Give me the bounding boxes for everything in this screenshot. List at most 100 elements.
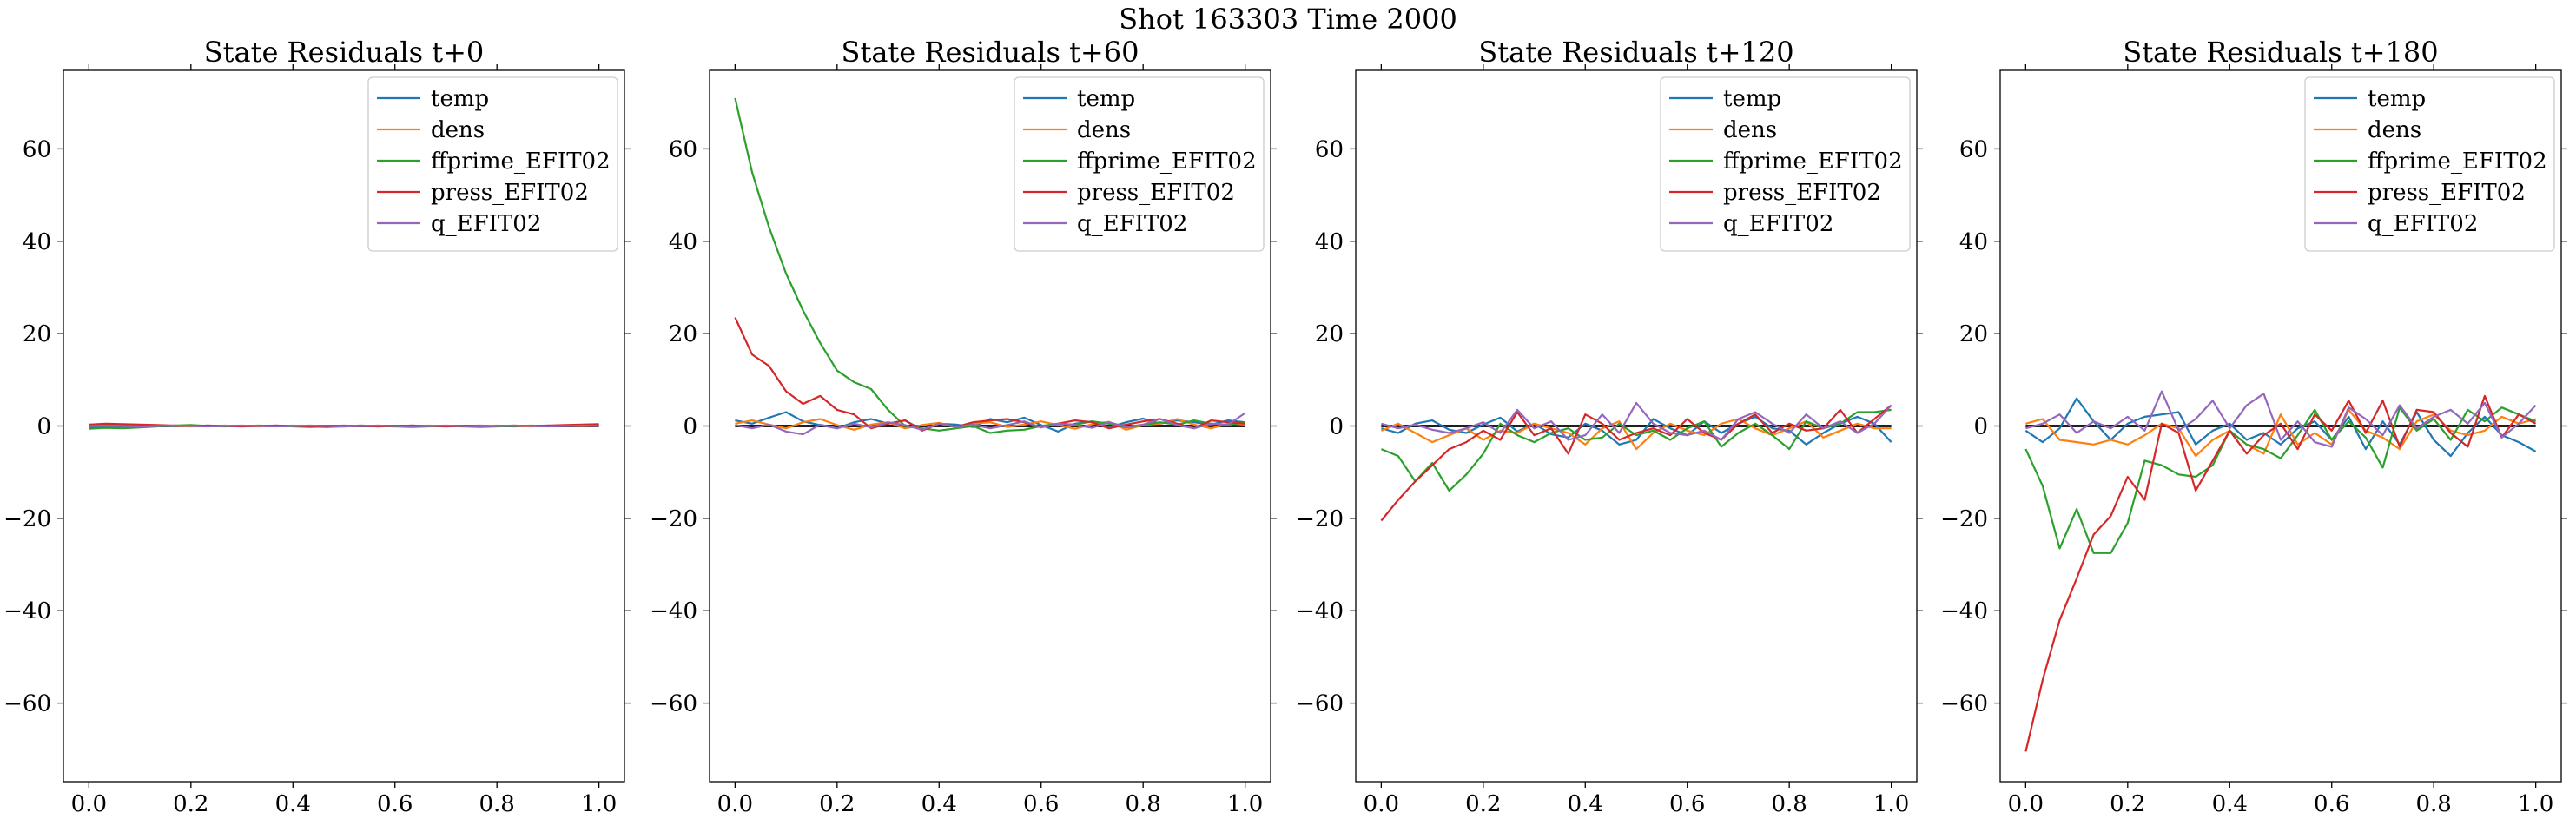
x-tick-label: 0.6 — [377, 791, 413, 817]
y-tick-label: 20 — [1315, 321, 1344, 347]
y-tick-label: −40 — [650, 598, 697, 624]
legend: temp dens ffprime_EFIT02 press_EFIT02 q_EFIT… — [367, 76, 618, 252]
y-tick-label: 40 — [1315, 229, 1344, 255]
series-line-q_EFIT02 — [735, 412, 1246, 436]
y-tick-label: −40 — [3, 598, 51, 624]
legend: temp dens ffprime_EFIT02 press_EFIT02 q_EFIT… — [2304, 76, 2555, 252]
series-line-press_EFIT02 — [1380, 404, 1892, 522]
subplot-title: State Residuals t+180 — [2123, 36, 2438, 69]
subplot-1: 0.0 0.2 0.4 0.6 0.8 1.0 60 40 20 0 −20 −40 −60 State … — [3, 36, 631, 817]
y-tick-label: 40 — [23, 229, 51, 255]
y-tick-label: 20 — [1959, 321, 1988, 347]
x-tick-label: 0.0 — [717, 791, 753, 817]
y-tick-label: 60 — [23, 136, 51, 162]
series-line-dens — [2025, 408, 2536, 458]
x-tick-label: 0.8 — [1126, 791, 1161, 817]
y-tick-label: 20 — [669, 321, 697, 347]
legend-label: q_EFIT02 — [1077, 211, 1187, 237]
legend-label: temp — [1723, 86, 1781, 112]
y-tick-label: −60 — [650, 691, 697, 717]
x-tick-label: 0.4 — [1568, 791, 1603, 817]
legend-frame — [367, 76, 618, 252]
y-tick-label: 20 — [23, 321, 51, 347]
x-tick-label: 0.6 — [2314, 791, 2349, 817]
subplot-4: 0.0 0.2 0.4 0.6 0.8 1.0 60 40 20 0 −20 −40 −60 State … — [1940, 36, 2567, 817]
x-tick-label: 1.0 — [2518, 791, 2553, 817]
legend-frame — [1014, 76, 1265, 252]
x-tick-label: 1.0 — [1227, 791, 1263, 817]
series-line-ffprime_EFIT02 — [1380, 408, 1892, 492]
legend-label: q_EFIT02 — [2368, 211, 2478, 237]
legend-label: dens — [2368, 117, 2421, 143]
x-tick-label: 1.0 — [1873, 791, 1909, 817]
legend-label: temp — [1077, 86, 1135, 112]
legend-frame — [1660, 76, 1911, 252]
figure-suptitle: Shot 163303 Time 2000 — [1119, 3, 1457, 36]
x-tick-label: 0.0 — [1364, 791, 1399, 817]
x-tick-label: 0.0 — [2008, 791, 2044, 817]
y-tick-label: 40 — [1959, 229, 1988, 255]
x-tick-label: 0.4 — [921, 791, 957, 817]
legend-label: ffprime_EFIT02 — [431, 149, 611, 175]
series-line-ffprime_EFIT02 — [2024, 406, 2537, 554]
legend-label: ffprime_EFIT02 — [2368, 149, 2547, 175]
y-tick-label: 0 — [1329, 414, 1344, 440]
y-tick-label: 60 — [1315, 136, 1344, 162]
series-line-dens — [735, 418, 1245, 431]
legend-label: dens — [1723, 117, 1777, 143]
legend-label: q_EFIT02 — [431, 211, 541, 237]
y-tick-label: 0 — [36, 414, 51, 440]
y-tick-label: −20 — [3, 506, 51, 532]
x-tick-label: 0.2 — [173, 791, 208, 817]
x-tick-label: 0.8 — [479, 791, 515, 817]
legend-frame — [2304, 76, 2555, 252]
legend-label: press_EFIT02 — [1723, 180, 1881, 206]
y-tick-label: −20 — [650, 506, 697, 532]
x-tick-label: 0.2 — [2110, 791, 2145, 817]
subplot-2: 0.0 0.2 0.4 0.6 0.8 1.0 60 40 20 0 −20 −40 −60 State … — [650, 36, 1277, 817]
y-tick-label: −20 — [1940, 506, 1988, 532]
x-tick-label: 0.4 — [2212, 791, 2248, 817]
x-tick-label: 0.0 — [71, 791, 107, 817]
series-line-ffprime_EFIT02 — [734, 97, 1245, 434]
subplot-title: State Residuals t+0 — [204, 36, 485, 69]
x-tick-label: 0.8 — [2416, 791, 2452, 817]
y-tick-label: 60 — [1959, 136, 1988, 162]
y-tick-label: 40 — [669, 229, 697, 255]
legend-label: dens — [1077, 117, 1131, 143]
legend-label: press_EFIT02 — [1077, 180, 1235, 206]
series-line-press_EFIT02 — [2024, 394, 2537, 752]
legend-label: temp — [2368, 86, 2426, 112]
x-tick-label: 0.2 — [1465, 791, 1501, 817]
x-tick-label: 0.6 — [1669, 791, 1705, 817]
subplot-title: State Residuals t+120 — [1478, 36, 1793, 69]
y-tick-label: −40 — [1940, 598, 1988, 624]
legend-label: q_EFIT02 — [1723, 211, 1833, 237]
legend: temp dens ffprime_EFIT02 press_EFIT02 q_EFIT… — [1014, 76, 1265, 252]
series-line-q_EFIT02 — [2025, 390, 2537, 448]
legend-label: press_EFIT02 — [2368, 180, 2526, 206]
x-tick-label: 0.2 — [819, 791, 855, 817]
series-line-q_EFIT02 — [1381, 401, 1892, 441]
y-tick-label: −60 — [3, 691, 51, 717]
y-tick-label: 60 — [669, 136, 697, 162]
x-tick-label: 0.8 — [1772, 791, 1807, 817]
y-tick-label: 0 — [683, 414, 697, 440]
x-tick-label: 0.6 — [1023, 791, 1059, 817]
legend-label: ffprime_EFIT02 — [1077, 149, 1257, 175]
y-tick-label: −20 — [1296, 506, 1344, 532]
subplot-title: State Residuals t+60 — [842, 36, 1139, 69]
series-line-temp — [1381, 415, 1892, 446]
y-tick-label: −60 — [1296, 691, 1344, 717]
y-tick-label: 0 — [1973, 414, 1988, 440]
legend-label: press_EFIT02 — [431, 180, 589, 206]
y-tick-label: −60 — [1940, 691, 1988, 717]
legend-label: temp — [431, 86, 489, 112]
legend-label: ffprime_EFIT02 — [1723, 149, 1903, 175]
x-tick-label: 1.0 — [581, 791, 617, 817]
y-tick-label: −40 — [1296, 598, 1344, 624]
legend: temp dens ffprime_EFIT02 press_EFIT02 q_EFIT… — [1660, 76, 1911, 252]
subplot-3: 0.0 0.2 0.4 0.6 0.8 1.0 60 40 20 0 −20 −40 −60 State … — [1296, 36, 1923, 817]
legend-label: dens — [431, 117, 485, 143]
